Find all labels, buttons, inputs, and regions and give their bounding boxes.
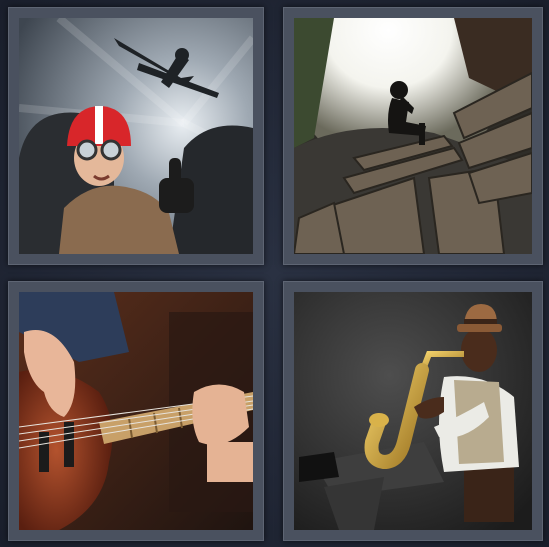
bench-image <box>294 18 532 254</box>
person-silhouette <box>388 81 426 145</box>
saxophone-image <box>294 292 532 530</box>
picture-tile-saxophone[interactable] <box>283 281 543 541</box>
pilot-image <box>19 18 253 254</box>
hat-shape <box>457 324 502 332</box>
picture-tile-pilot[interactable] <box>8 7 264 265</box>
picture-tile-bass-guitar[interactable] <box>8 281 264 541</box>
plucking-hand-shape <box>24 330 76 417</box>
bass-guitar-image <box>19 292 253 530</box>
glove-shape <box>159 178 194 213</box>
picture-tile-bench[interactable] <box>283 7 543 265</box>
fretting-hand-shape <box>192 384 249 445</box>
airplane-shape <box>114 38 219 98</box>
saxophone-shape <box>364 351 464 470</box>
